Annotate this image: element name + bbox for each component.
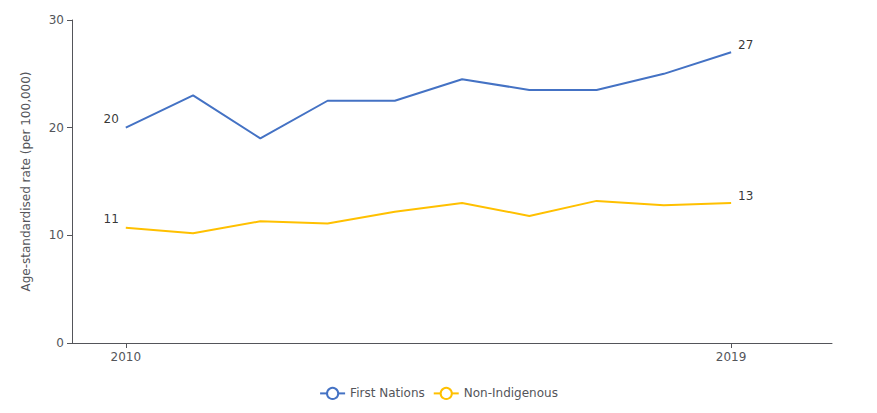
svg-text:2019: 2019 xyxy=(716,350,747,364)
svg-text:First Nations: First Nations xyxy=(350,386,425,400)
svg-text:13: 13 xyxy=(738,189,753,203)
svg-text:0: 0 xyxy=(56,336,64,350)
svg-text:11: 11 xyxy=(104,212,119,226)
svg-text:2010: 2010 xyxy=(111,350,142,364)
svg-text:30: 30 xyxy=(49,13,64,27)
svg-text:20: 20 xyxy=(104,112,119,126)
svg-text:Age-standardised rate (per 100: Age-standardised rate (per 100,000) xyxy=(19,71,33,291)
svg-text:10: 10 xyxy=(49,228,64,242)
svg-text:20: 20 xyxy=(49,121,64,135)
svg-text:Non-Indigenous: Non-Indigenous xyxy=(464,386,558,400)
svg-text:27: 27 xyxy=(738,38,753,52)
